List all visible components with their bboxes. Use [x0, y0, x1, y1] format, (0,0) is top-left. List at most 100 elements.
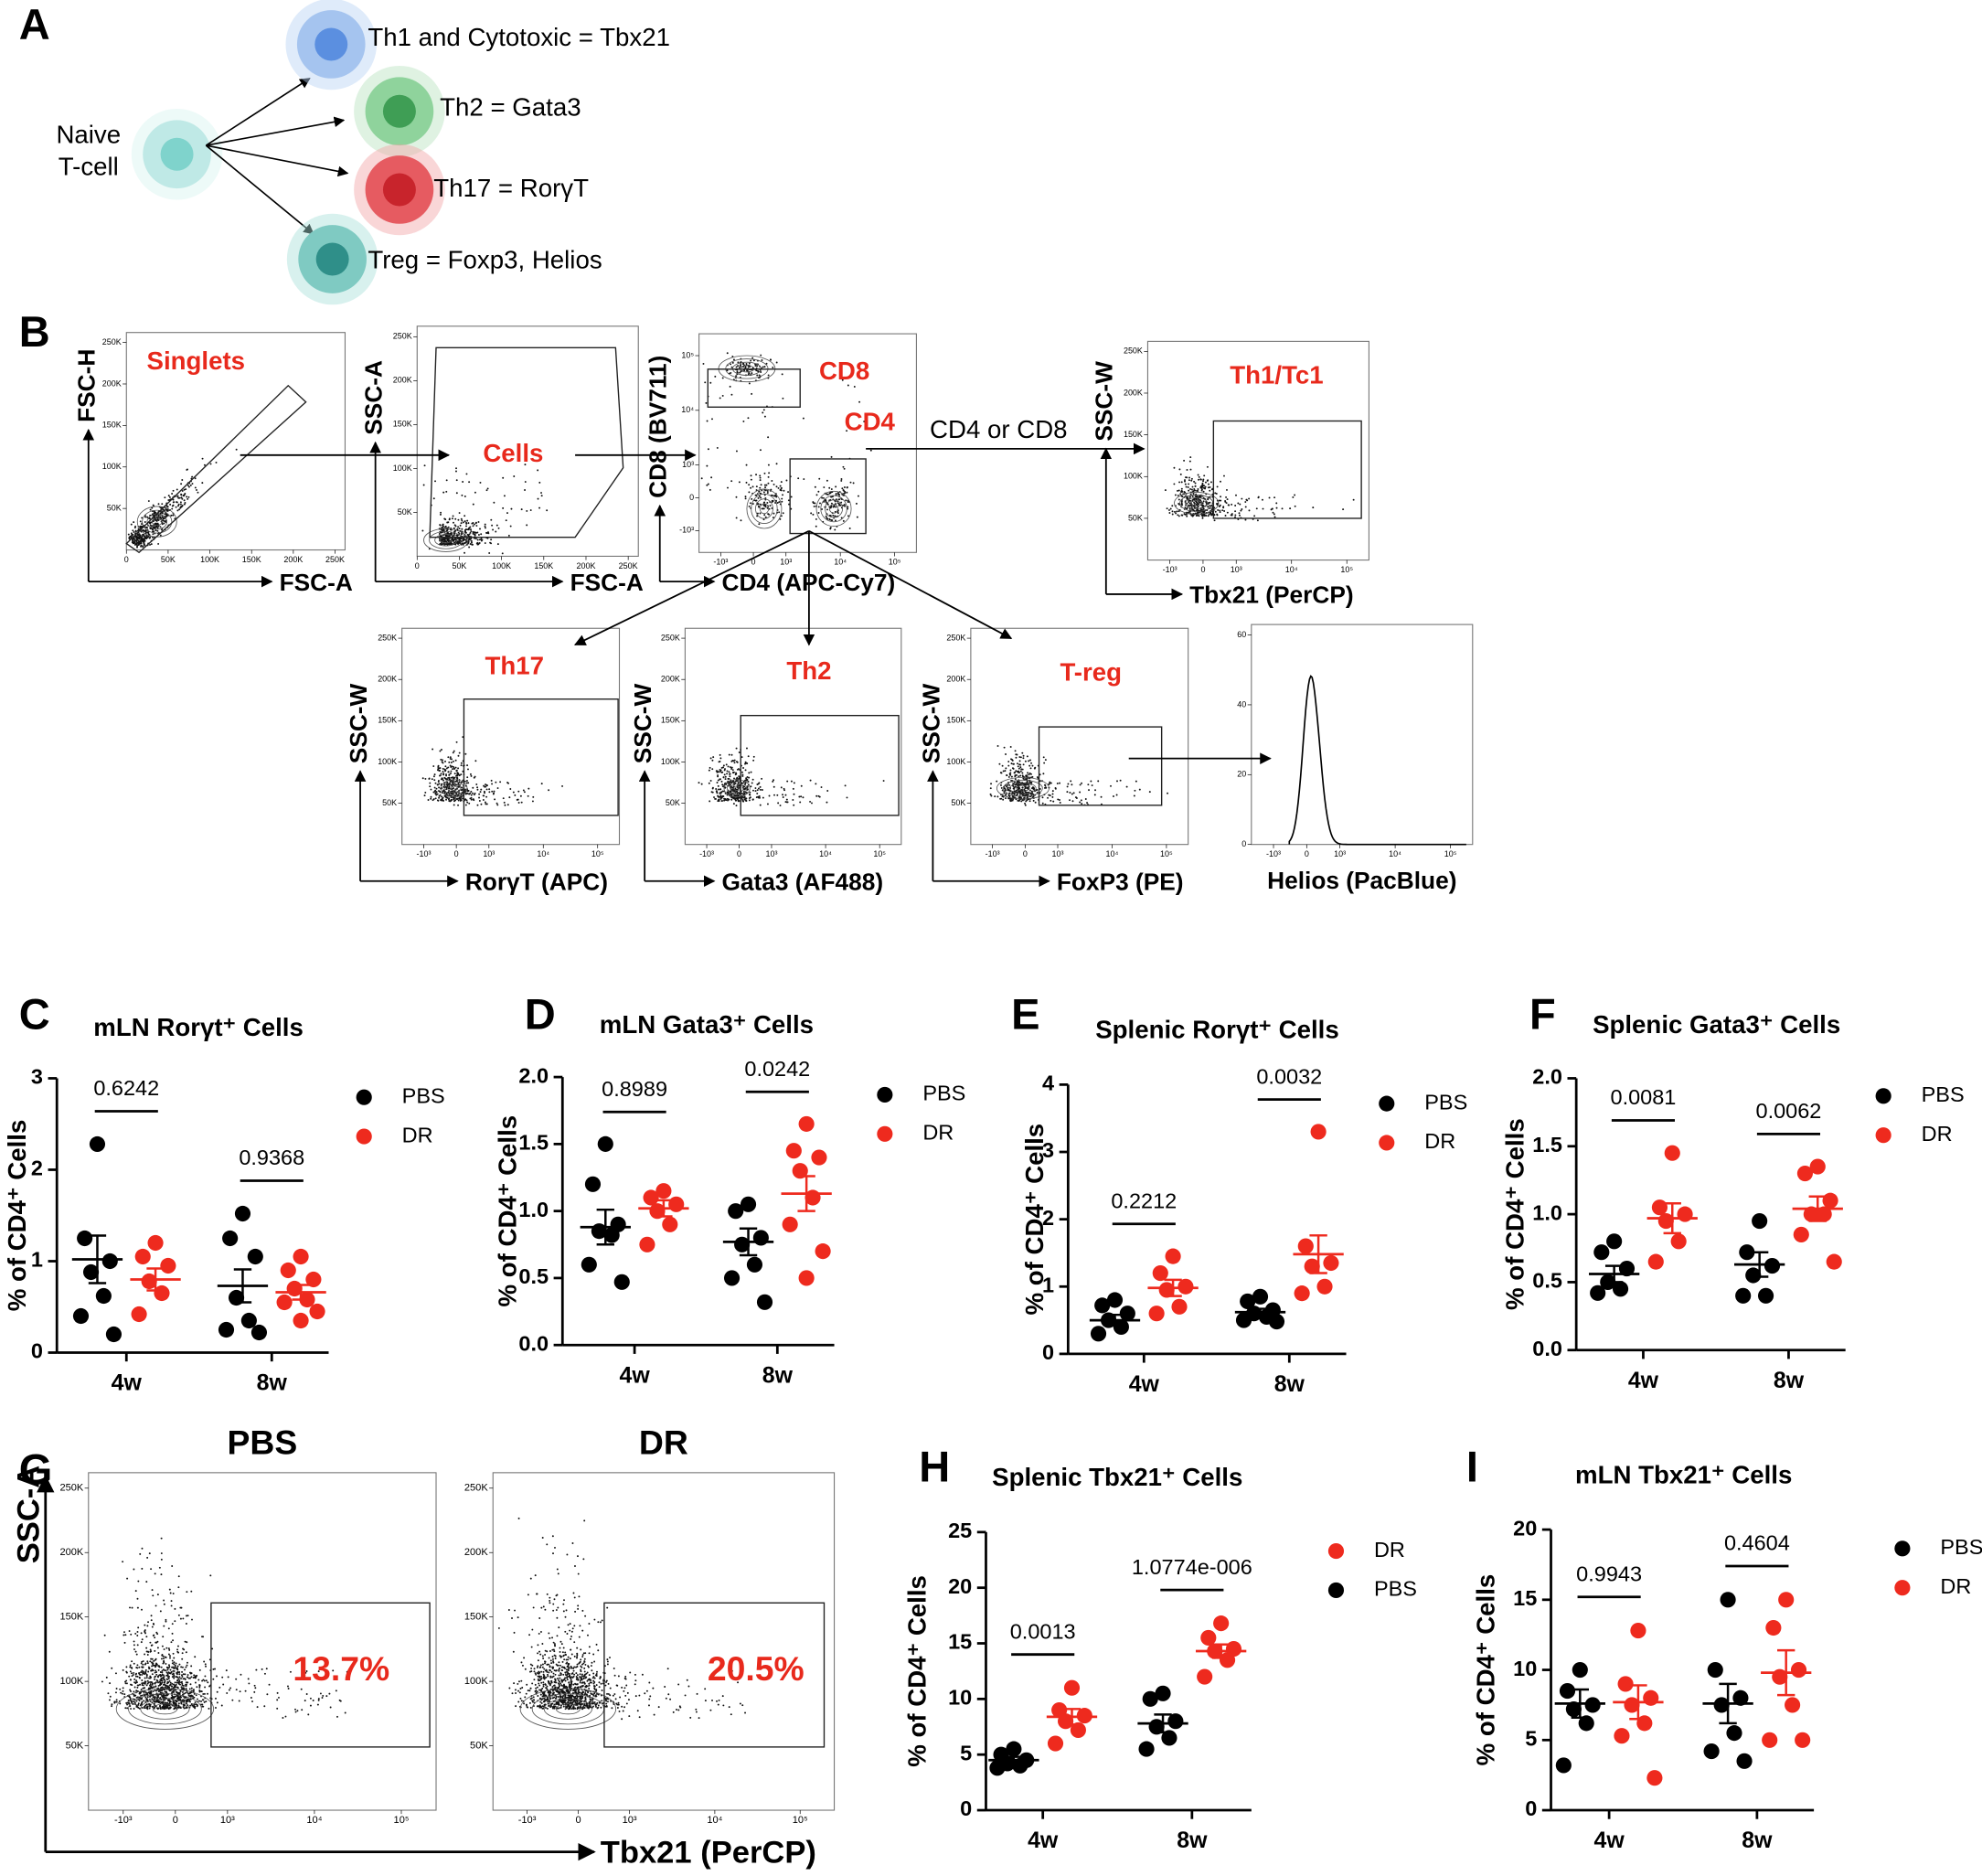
event-dot	[726, 369, 729, 372]
event-dot	[720, 800, 723, 803]
event-dot	[580, 1670, 582, 1673]
event-dot	[1183, 491, 1186, 493]
event-dot	[148, 1687, 151, 1689]
event-dot	[156, 529, 159, 532]
x-axis-label: FSC-A	[280, 569, 353, 596]
event-dot	[579, 1681, 581, 1684]
event-dot	[228, 1689, 230, 1691]
event-dot	[148, 1552, 151, 1555]
event-dot	[433, 779, 436, 782]
event-dot	[165, 1686, 168, 1688]
event-dot	[1196, 512, 1199, 515]
contour	[140, 1698, 190, 1720]
event-dot	[570, 1630, 573, 1633]
event-dot	[1036, 776, 1039, 779]
event-dot	[765, 362, 768, 365]
event-dot	[455, 769, 458, 772]
cell-nucleus	[382, 94, 416, 128]
gate	[1038, 726, 1163, 806]
y-tick-label: 200K	[1124, 388, 1143, 397]
event-dot	[846, 430, 848, 432]
event-dot	[186, 1676, 188, 1679]
cell-nucleus	[314, 27, 348, 61]
event-dot	[144, 1687, 146, 1689]
y-tick-label: 250K	[102, 337, 122, 346]
event-dot	[180, 1702, 183, 1705]
event-dot	[1225, 496, 1228, 498]
event-dot	[169, 1657, 171, 1659]
y-tick-label: 50K	[382, 798, 397, 807]
event-dot	[196, 1698, 198, 1700]
event-dot	[771, 501, 773, 503]
event-dot	[137, 1580, 140, 1583]
event-dot	[502, 476, 505, 479]
event-dot	[817, 506, 820, 508]
event-dot	[165, 1656, 167, 1658]
event-dot	[164, 520, 166, 523]
event-dot	[1051, 795, 1054, 798]
event-dot	[251, 1700, 253, 1703]
event-dot	[216, 1675, 218, 1678]
event-dot	[300, 1688, 303, 1690]
event-dot	[176, 1671, 178, 1674]
event-dot	[198, 1668, 201, 1671]
contour	[1190, 499, 1203, 506]
event-dot	[1020, 800, 1023, 803]
event-dot	[1007, 783, 1009, 786]
event-dot	[153, 527, 155, 529]
event-dot	[472, 786, 474, 789]
event-dot	[188, 1700, 191, 1702]
event-dot	[173, 1686, 176, 1689]
event-dot	[172, 514, 175, 517]
event-dot	[146, 1692, 149, 1695]
event-dot	[146, 1654, 149, 1656]
event-dot	[468, 481, 471, 484]
event-dot	[447, 756, 450, 759]
event-dot	[173, 1677, 176, 1679]
event-dot	[1013, 793, 1016, 795]
event-dot	[453, 804, 455, 806]
event-dot	[1203, 474, 1206, 477]
event-dot	[491, 783, 494, 785]
event-dot	[185, 1685, 187, 1688]
event-dot	[461, 519, 464, 522]
event-dot	[144, 1629, 146, 1632]
event-dot	[130, 1679, 132, 1681]
event-dot	[758, 374, 761, 377]
event-dot	[1024, 802, 1027, 805]
event-dot	[169, 1592, 172, 1594]
event-dot	[764, 516, 767, 518]
event-dot	[155, 519, 157, 522]
y-tick-label: 200K	[393, 376, 412, 385]
event-dot	[476, 804, 479, 806]
event-dot	[1005, 753, 1007, 755]
event-dot	[778, 501, 781, 504]
event-dot	[430, 788, 432, 791]
y-tick-label: 10⁵	[681, 350, 694, 359]
event-dot	[154, 1572, 156, 1575]
event-dot	[193, 1674, 196, 1677]
event-dot	[634, 1683, 636, 1686]
event-dot	[196, 1686, 198, 1689]
event-dot	[1198, 503, 1200, 506]
event-dot	[734, 787, 737, 790]
event-dot	[184, 492, 186, 495]
event-dot	[751, 798, 754, 801]
event-dot	[720, 780, 723, 783]
event-dot	[1008, 792, 1011, 794]
event-dot	[198, 1700, 200, 1702]
event-dot	[1009, 799, 1012, 802]
event-dot	[435, 794, 438, 796]
event-dot	[466, 792, 469, 794]
event-dot	[149, 1648, 152, 1651]
event-dot	[421, 777, 424, 780]
event-dot	[205, 1700, 208, 1703]
gate	[1212, 420, 1362, 519]
event-dot	[137, 1706, 140, 1709]
event-dot	[802, 796, 805, 799]
event-dot	[133, 1693, 135, 1696]
event-dot	[842, 519, 845, 522]
event-dot	[444, 538, 447, 540]
event-dot	[440, 773, 442, 775]
